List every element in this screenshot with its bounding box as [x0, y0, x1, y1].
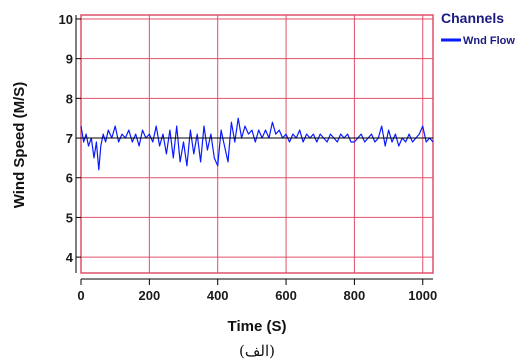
- x-tick-label: 600: [275, 288, 297, 303]
- y-tick-label: 8: [66, 91, 73, 106]
- legend: Channels Wnd Flow: [441, 10, 515, 47]
- legend-label-wnd-flow: Wnd Flow: [463, 35, 515, 47]
- figure-caption: (الف): [239, 342, 275, 360]
- y-tick-label: 9: [66, 52, 73, 67]
- y-tick-label: 10: [59, 12, 73, 27]
- x-tick-label: 1000: [408, 288, 437, 303]
- series-line-wnd-flow: [80, 117, 434, 171]
- y-tick-label: 7: [66, 131, 73, 146]
- x-tick-label: 400: [207, 288, 229, 303]
- chart-grid: [80, 14, 434, 274]
- legend-title: Channels: [441, 10, 504, 26]
- chart-axes: 4 5 6 7 8 9 10 0 200 400 600 800 1000: [59, 12, 438, 303]
- y-tick-label: 4: [66, 250, 74, 265]
- plot-frame: [80, 14, 434, 274]
- x-tick-label: 800: [344, 288, 366, 303]
- x-axis-title: Time (S): [228, 318, 287, 335]
- x-tick-label: 0: [77, 288, 84, 303]
- y-tick-label: 6: [66, 171, 73, 186]
- chart-series: [80, 117, 434, 171]
- y-tick-label: 5: [66, 210, 73, 225]
- x-tick-label: 200: [138, 288, 160, 303]
- y-axis-title: Wind Speed (M/S): [11, 82, 28, 209]
